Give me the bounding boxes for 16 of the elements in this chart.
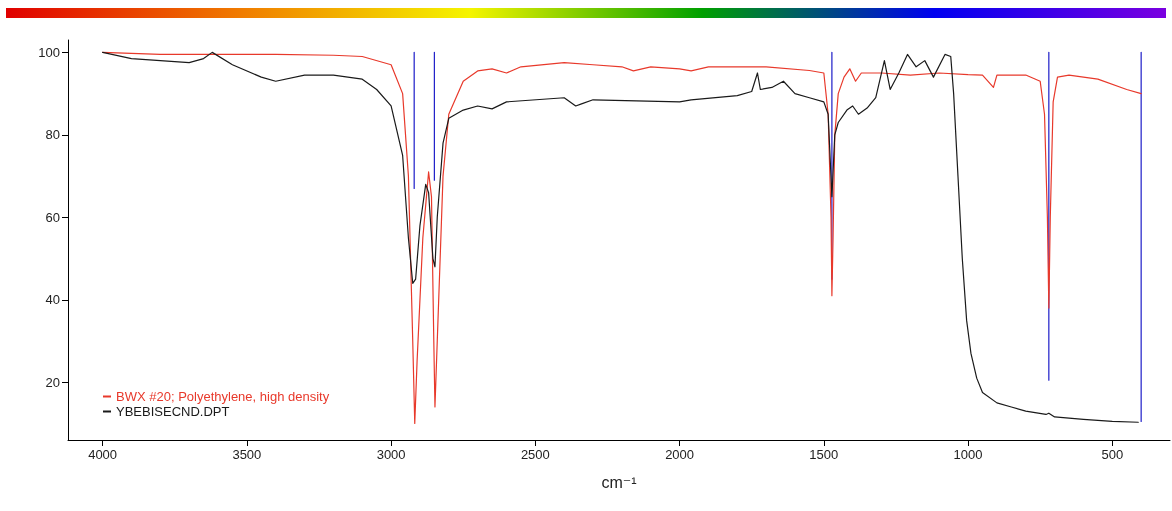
x-tick-label: 3500 xyxy=(232,447,262,462)
x-axis-title: cm⁻¹ xyxy=(601,473,637,491)
x-tick-label: 3000 xyxy=(376,447,406,462)
x-tick-label: 1000 xyxy=(953,447,983,462)
x-tick-label: 2500 xyxy=(520,447,550,462)
x-tick-label: 2000 xyxy=(665,447,695,462)
y-tick-label: 40 xyxy=(45,292,60,308)
y-tick-label: 80 xyxy=(45,127,60,143)
x-tick-label: 4000 xyxy=(88,447,118,462)
y-tick-label: 60 xyxy=(45,209,60,225)
legend-label: YBEBISECND.DPT xyxy=(116,404,230,419)
y-tick-label: 20 xyxy=(45,374,60,390)
x-tick-label: 1500 xyxy=(809,447,839,462)
x-tick-label: 500 xyxy=(1101,447,1124,462)
legend-label: BWX #20; Polyethylene, high density xyxy=(116,389,330,404)
y-tick-label: 100 xyxy=(38,44,60,60)
